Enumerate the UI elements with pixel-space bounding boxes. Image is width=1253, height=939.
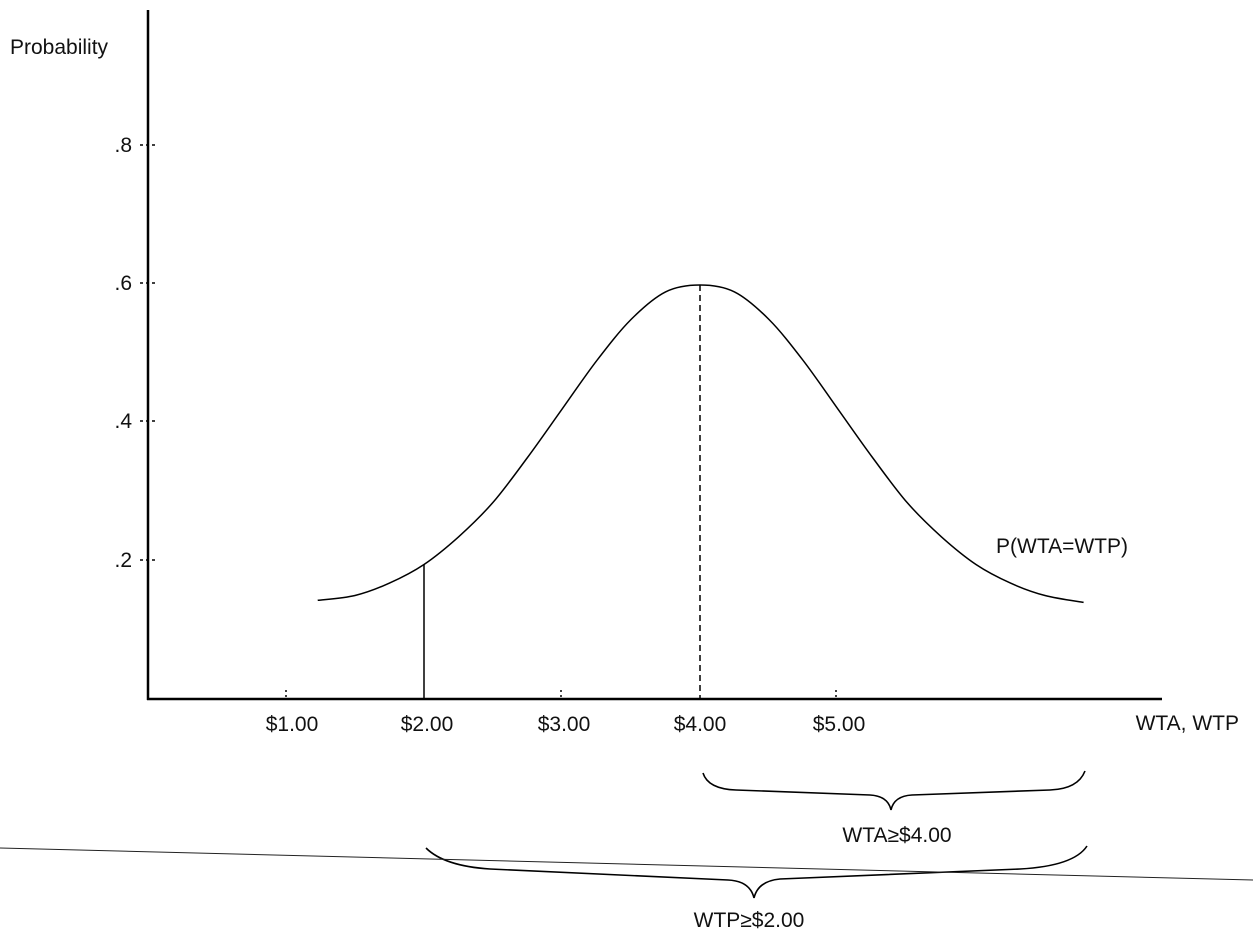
y-tick-0.4: .4 xyxy=(114,410,155,433)
scan-rule xyxy=(0,847,1253,881)
y-axis-label: Probability xyxy=(10,36,109,59)
x-ticks: $1.00 $2.00 $3.00 $4.00 $5.00 xyxy=(266,690,866,736)
x-axis-label: WTA, WTP xyxy=(1136,712,1239,735)
curve-label: P(WTA=WTP) xyxy=(996,535,1128,558)
y-tick-0.6: .6 xyxy=(114,272,155,295)
y-tick-label: .8 xyxy=(114,134,132,157)
wta-brace-label: WTA≥$4.00 xyxy=(842,824,951,847)
y-tick-label: .6 xyxy=(114,272,132,295)
y-tick-label: .4 xyxy=(114,410,132,433)
y-tick-0.8: .8 xyxy=(114,134,155,157)
x-tick-label: $3.00 xyxy=(538,713,591,736)
probability-curve xyxy=(317,284,1084,604)
y-tick-0.2: .2 xyxy=(114,549,155,572)
y-ticks: .2 .4 .6 .8 xyxy=(114,134,155,572)
x-tick-1: $1.00 xyxy=(266,690,319,736)
y-tick-label: .2 xyxy=(114,549,132,572)
x-tick-label: $5.00 xyxy=(813,713,866,736)
wtp-brace-label: WTP≥$2.00 xyxy=(694,909,805,932)
wta-brace xyxy=(702,770,1086,811)
x-tick-5: $5.00 xyxy=(813,690,866,736)
x-tick-label: $1.00 xyxy=(266,713,319,736)
x-tick-3: $3.00 xyxy=(538,690,591,736)
x-tick-label: $4.00 xyxy=(674,713,727,736)
x-tick-4: $4.00 xyxy=(674,713,727,736)
wtp-brace xyxy=(425,845,1088,899)
x-tick-2: $2.00 xyxy=(401,713,454,736)
x-tick-label: $2.00 xyxy=(401,713,454,736)
